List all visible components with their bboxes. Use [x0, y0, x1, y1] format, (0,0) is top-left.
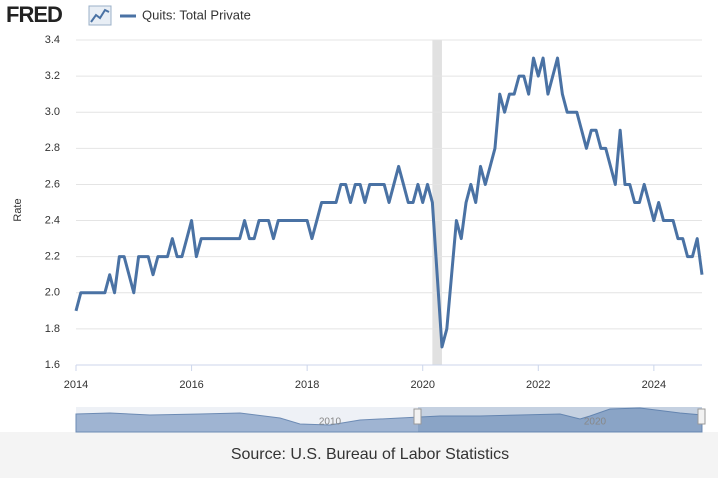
x-tick-label: 2024	[642, 379, 666, 391]
navigator-selection[interactable]	[418, 407, 702, 432]
x-tick-label: 2022	[526, 379, 550, 391]
y-tick-label: 1.8	[45, 323, 60, 335]
navigator-area	[75, 407, 703, 433]
logo: FRED	[6, 2, 62, 27]
x-tick-label: 2016	[179, 379, 203, 391]
y-tick-label: 2.8	[45, 142, 60, 154]
x-tick-label: 2014	[64, 379, 88, 391]
navigator: 2010 2020	[75, 407, 706, 433]
y-tick-label: 2.6	[45, 178, 60, 190]
navigator-label: 2020	[584, 417, 607, 428]
data-line	[74, 56, 704, 349]
navigator-handle[interactable]	[413, 408, 422, 425]
navigator-handle[interactable]	[697, 408, 706, 425]
legend-label: Quits: Total Private	[142, 7, 251, 22]
recession-shading	[432, 40, 442, 365]
x-tick-label: 2018	[295, 379, 319, 391]
y-tick-label: 2.2	[45, 251, 60, 263]
y-tick-label: 3.0	[45, 106, 60, 118]
y-tick-label: 2.0	[45, 287, 60, 299]
y-axis-label: Rate	[12, 198, 24, 221]
y-tick-label: 1.6	[45, 359, 60, 371]
logo-icon	[88, 5, 112, 26]
navigator-label: 2010	[319, 417, 342, 428]
source: Source: U.S. Bureau of Labor Statistics	[231, 446, 509, 463]
y-tick-label: 3.4	[45, 34, 60, 46]
footer-band	[0, 432, 718, 478]
x-tick-label: 2020	[410, 379, 434, 391]
y-tick-label: 2.4	[45, 214, 60, 226]
y-tick-label: 3.2	[45, 70, 60, 82]
